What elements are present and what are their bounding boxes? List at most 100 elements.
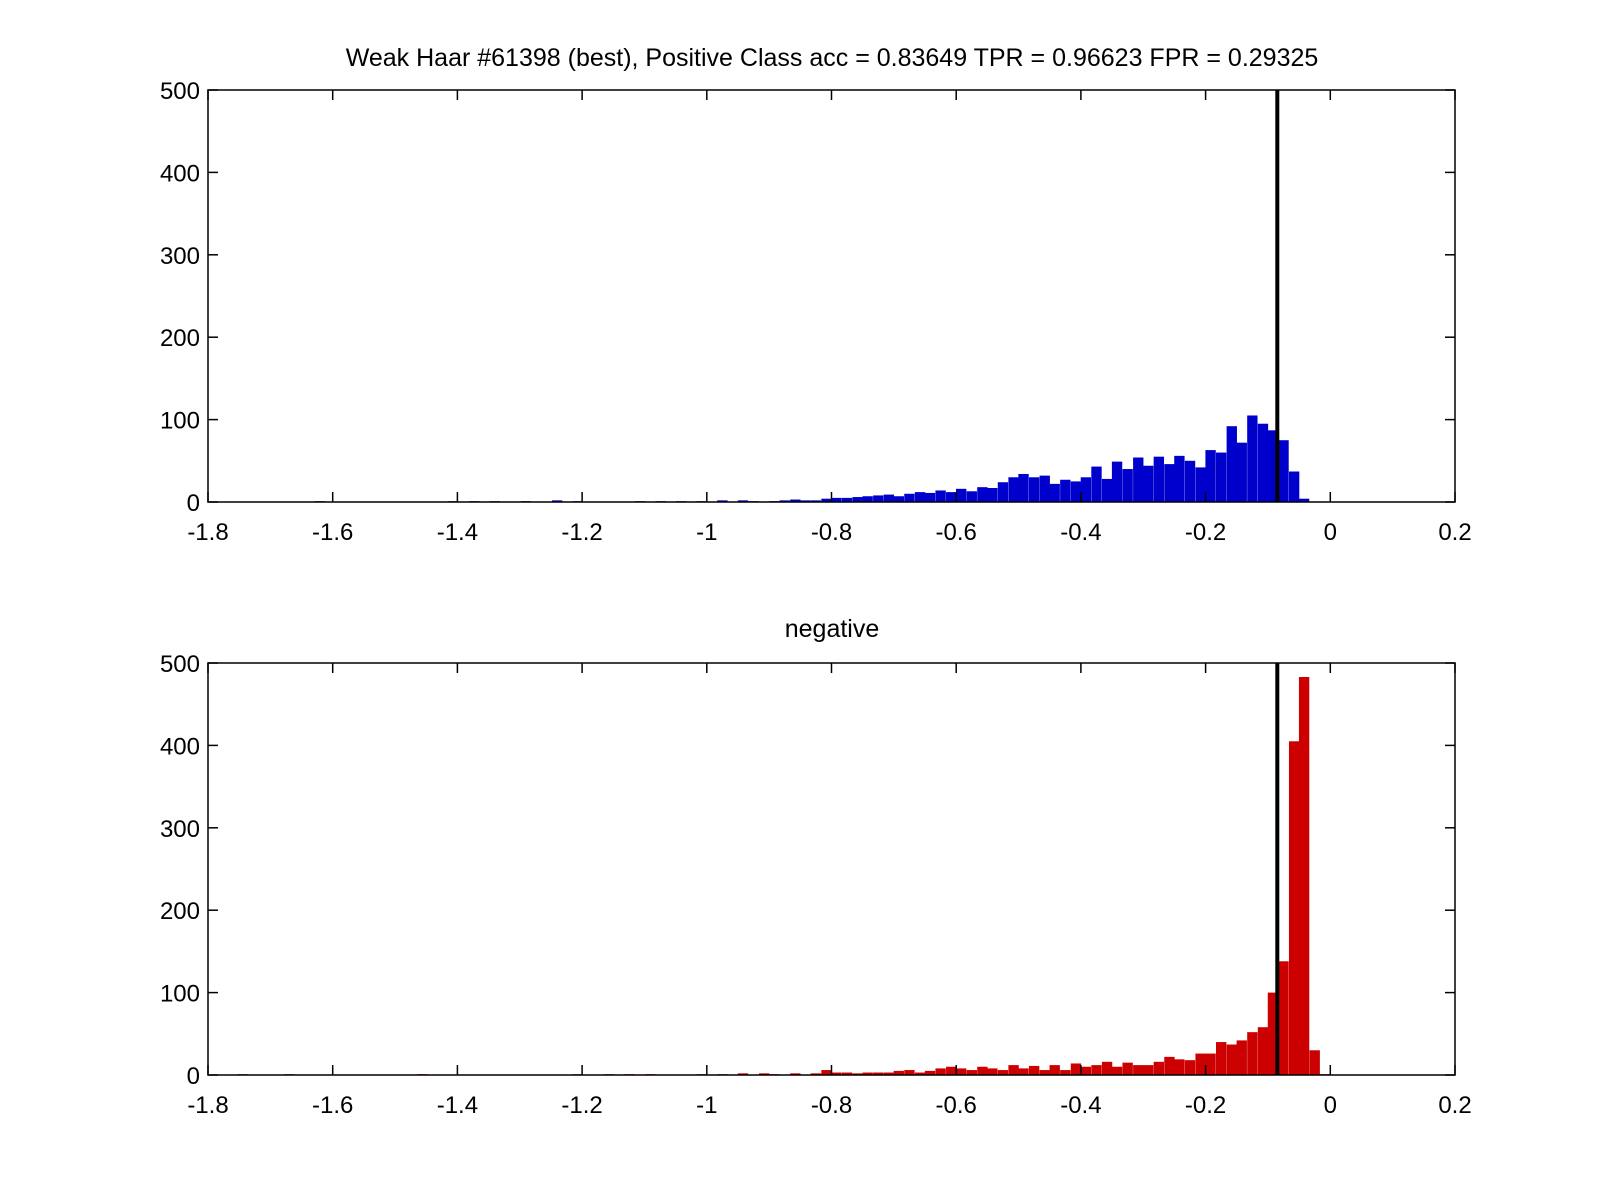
bottom-x-tick-label: -1.8 — [187, 1092, 228, 1119]
top-histogram-bar — [1236, 442, 1247, 502]
top-histogram-bar — [1298, 498, 1310, 502]
bottom-x-tick-label: 0 — [1324, 1092, 1337, 1119]
top-histogram-bar — [1288, 471, 1300, 502]
bottom-histogram-bar — [1226, 1044, 1237, 1075]
top-plot-background — [208, 90, 1455, 502]
bottom-y-tick-label: 500 — [160, 651, 200, 678]
top-histogram-bar — [800, 500, 811, 502]
bottom-x-tick-label: -0.8 — [811, 1092, 852, 1119]
top-histogram-bar — [1226, 426, 1237, 502]
bottom-histogram-bar — [873, 1072, 884, 1075]
bottom-plot-background — [208, 663, 1455, 1075]
top-x-tick-label: -1.6 — [312, 519, 353, 546]
bottom-histogram-bar — [1257, 1027, 1269, 1075]
top-histogram-bar — [1008, 477, 1019, 502]
top-histogram-bar — [977, 487, 988, 502]
bottom-histogram-bar — [987, 1068, 998, 1075]
bottom-histogram-bar — [1153, 1061, 1165, 1075]
top-histogram-bar — [1028, 477, 1040, 502]
bottom-y-tick-label: 300 — [160, 816, 200, 843]
top-histogram-bar — [987, 487, 998, 502]
top-histogram-bar — [1205, 450, 1216, 502]
top-histogram-bar — [779, 500, 790, 502]
bottom-histogram-bar — [1164, 1056, 1175, 1075]
top-x-tick-label: -0.4 — [1060, 519, 1101, 546]
bottom-histogram-bar — [977, 1066, 988, 1075]
bottom-histogram-bar — [1101, 1061, 1113, 1075]
top-histogram-panel: Weak Haar #61398 (best), Positive Class … — [160, 44, 1472, 546]
bottom-bars — [237, 677, 1331, 1075]
bottom-histogram-bar — [1236, 1040, 1247, 1075]
top-histogram-bar — [1257, 423, 1269, 502]
bottom-x-tick-label: -1.4 — [437, 1092, 478, 1119]
top-histogram-bar — [1143, 465, 1154, 502]
top-histogram-bar — [1060, 479, 1071, 502]
top-x-tick-label: -0.8 — [811, 519, 852, 546]
top-histogram-bar — [717, 500, 728, 502]
top-chart-title: Weak Haar #61398 (best), Positive Class … — [346, 44, 1319, 72]
top-histogram-bar — [551, 500, 563, 502]
bottom-histogram-bar — [1195, 1053, 1206, 1075]
bottom-x-tick-labels: -1.8 -1.6 -1.4 -1.2 -1 -0.8 -0.6 -0.4 -0… — [187, 1092, 1471, 1119]
top-histogram-bar — [1018, 473, 1029, 502]
top-x-tick-label: -0.6 — [936, 519, 977, 546]
top-x-tick-label: -0.2 — [1185, 519, 1226, 546]
bottom-histogram-bar — [966, 1070, 977, 1075]
top-histogram-bar — [1278, 440, 1289, 502]
bottom-histogram-bar — [883, 1072, 895, 1075]
top-y-tick-label: 200 — [160, 325, 200, 352]
bottom-y-tick-label: 100 — [160, 981, 200, 1008]
bottom-y-tick-label: 0 — [187, 1063, 200, 1090]
bottom-x-tick-label: -0.6 — [936, 1092, 977, 1119]
bottom-histogram-bar — [946, 1066, 957, 1075]
bottom-histogram-bar — [821, 1070, 832, 1075]
bottom-histogram-bar — [893, 1070, 905, 1075]
top-histogram-bar — [831, 497, 842, 502]
bottom-histogram-bar — [1060, 1070, 1071, 1075]
bottom-histogram-bar — [1278, 961, 1289, 1075]
top-histogram-bar — [790, 499, 801, 502]
bottom-histogram-bar — [1267, 992, 1279, 1075]
top-histogram-bar — [737, 500, 749, 502]
bottom-histogram-bar — [1070, 1063, 1082, 1075]
top-histogram-bar — [1049, 483, 1060, 502]
top-y-tick-label: 0 — [187, 490, 200, 517]
bottom-histogram-bar — [1008, 1065, 1019, 1075]
top-histogram-bar — [956, 488, 967, 502]
top-histogram-bar — [1184, 460, 1196, 502]
bottom-y-tick-labels: 0 100 200 300 400 500 — [160, 651, 200, 1090]
top-histogram-bar — [1039, 475, 1050, 502]
top-histogram-bar — [1216, 452, 1227, 502]
bottom-histogram-bar — [790, 1073, 801, 1075]
bottom-histogram-bar — [1091, 1065, 1102, 1075]
top-y-tick-label: 100 — [160, 408, 200, 435]
bottom-histogram-bar — [841, 1072, 853, 1075]
top-histogram-bar — [821, 498, 832, 502]
top-histogram-bar — [1174, 455, 1185, 502]
bottom-histogram-bar — [904, 1070, 915, 1075]
bottom-histogram-bar — [1039, 1070, 1050, 1075]
bottom-x-tick-label: -1.6 — [312, 1092, 353, 1119]
top-histogram-bar — [852, 497, 863, 502]
top-histogram-bar — [1164, 464, 1175, 502]
top-histogram-bar — [1195, 467, 1206, 502]
bottom-histogram-bar — [1298, 677, 1310, 1075]
bottom-histogram-bar — [1247, 1032, 1258, 1075]
bottom-histogram-bar — [1122, 1062, 1133, 1075]
bottom-histogram-bar — [1143, 1065, 1154, 1075]
bottom-histogram-bar — [1184, 1060, 1196, 1075]
bottom-histogram-bar — [862, 1072, 873, 1075]
bottom-x-tick-label: -0.2 — [1185, 1092, 1226, 1119]
bottom-x-tick-label: 0.2 — [1438, 1092, 1471, 1119]
top-histogram-bar — [1122, 469, 1133, 502]
bottom-histogram-bar — [1216, 1042, 1227, 1075]
top-y-tick-label: 300 — [160, 243, 200, 270]
bottom-histogram-bar — [1288, 741, 1300, 1075]
top-histogram-bar — [924, 492, 936, 502]
bottom-histogram-bar — [1133, 1065, 1144, 1075]
top-plot-frame — [207, 89, 1456, 503]
top-x-tick-label: 0 — [1324, 519, 1337, 546]
bottom-histogram-bar — [997, 1070, 1009, 1075]
bottom-chart-title: negative — [785, 615, 880, 643]
